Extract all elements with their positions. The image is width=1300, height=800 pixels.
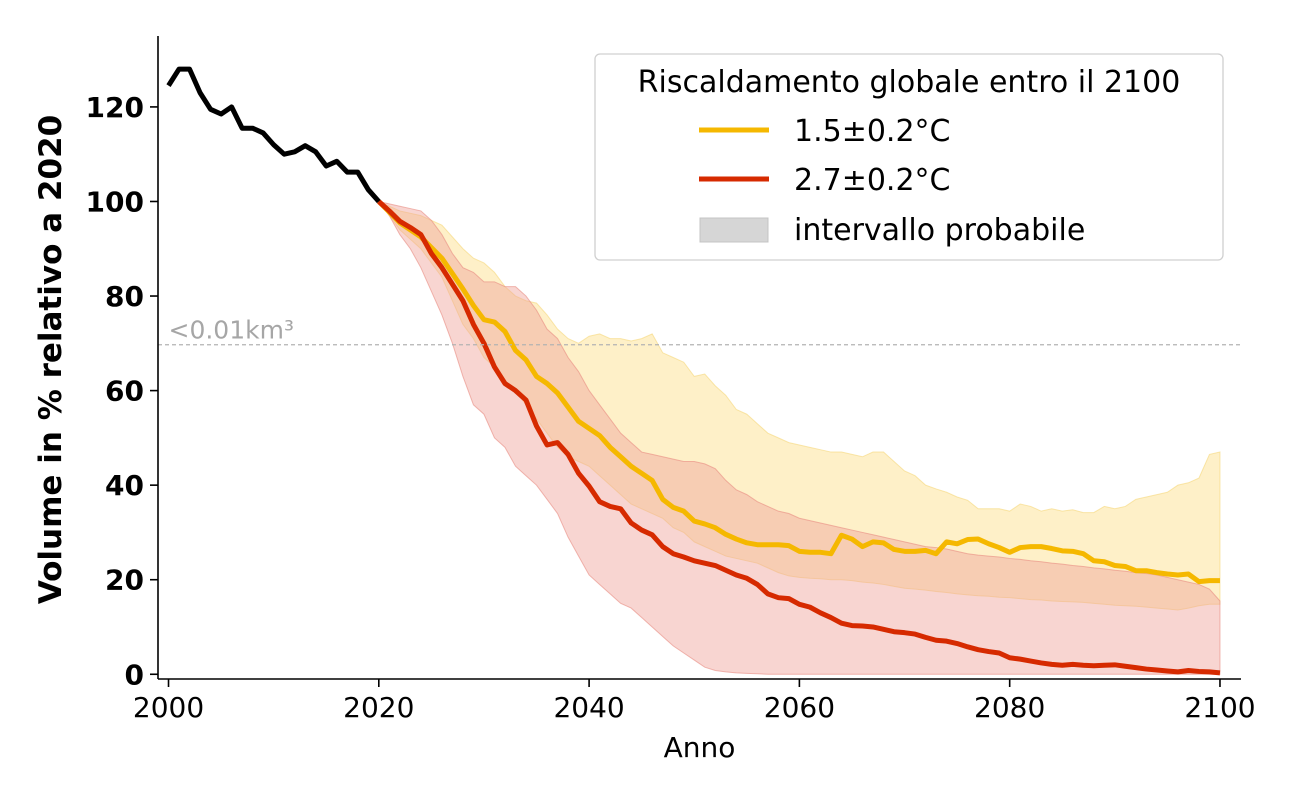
legend-swatch-range — [699, 217, 769, 243]
legend-frame — [594, 53, 1224, 261]
x-tick-label-2060: 2060 — [764, 691, 835, 724]
line-historical — [166, 66, 381, 204]
y-tick-label-60: 60 — [105, 375, 144, 408]
legend-title: Riscaldamento globale entro il 2100 — [638, 65, 1181, 100]
y-axis-label: Volume in % relativo a 2020 — [33, 115, 69, 604]
line-2-7 — [377, 199, 1221, 676]
legend: Riscaldamento globale entro il 2100 1.5±… — [594, 53, 1224, 261]
y-ticks: 0 20 40 60 80 100 120 — [86, 91, 158, 691]
y-tick-label-40: 40 — [105, 469, 144, 502]
x-tick-label-2040: 2040 — [553, 691, 624, 724]
y-tick-label-100: 100 — [86, 185, 144, 218]
y-tick-label-80: 80 — [105, 280, 144, 313]
legend-label-2-7: 2.7±0.2°C — [794, 163, 951, 198]
legend-label-1-5: 1.5±0.2°C — [794, 114, 951, 149]
plot-area: <0.01km³ — [158, 66, 1241, 676]
y-tick-label-0: 0 — [125, 658, 144, 691]
x-tick-label-2000: 2000 — [133, 691, 204, 724]
x-ticks: 2000 2020 2040 2060 2080 2100 — [133, 679, 1256, 724]
x-tick-label-2100: 2100 — [1184, 691, 1255, 724]
x-tick-label-2020: 2020 — [343, 691, 414, 724]
y-tick-label-20: 20 — [105, 564, 144, 597]
x-axis-label: Anno — [664, 731, 736, 764]
legend-label-range: intervallo probabile — [794, 213, 1085, 248]
threshold-label: <0.01km³ — [169, 316, 294, 345]
lines-layer — [166, 66, 1221, 676]
y-tick-label-120: 120 — [86, 91, 144, 124]
band-2-7 — [377, 200, 1221, 675]
line-1-5 — [377, 199, 1220, 585]
x-tick-label-2080: 2080 — [974, 691, 1045, 724]
axes: 2000 2020 2040 2060 2080 2100 020406080100120… — [33, 36, 1256, 764]
